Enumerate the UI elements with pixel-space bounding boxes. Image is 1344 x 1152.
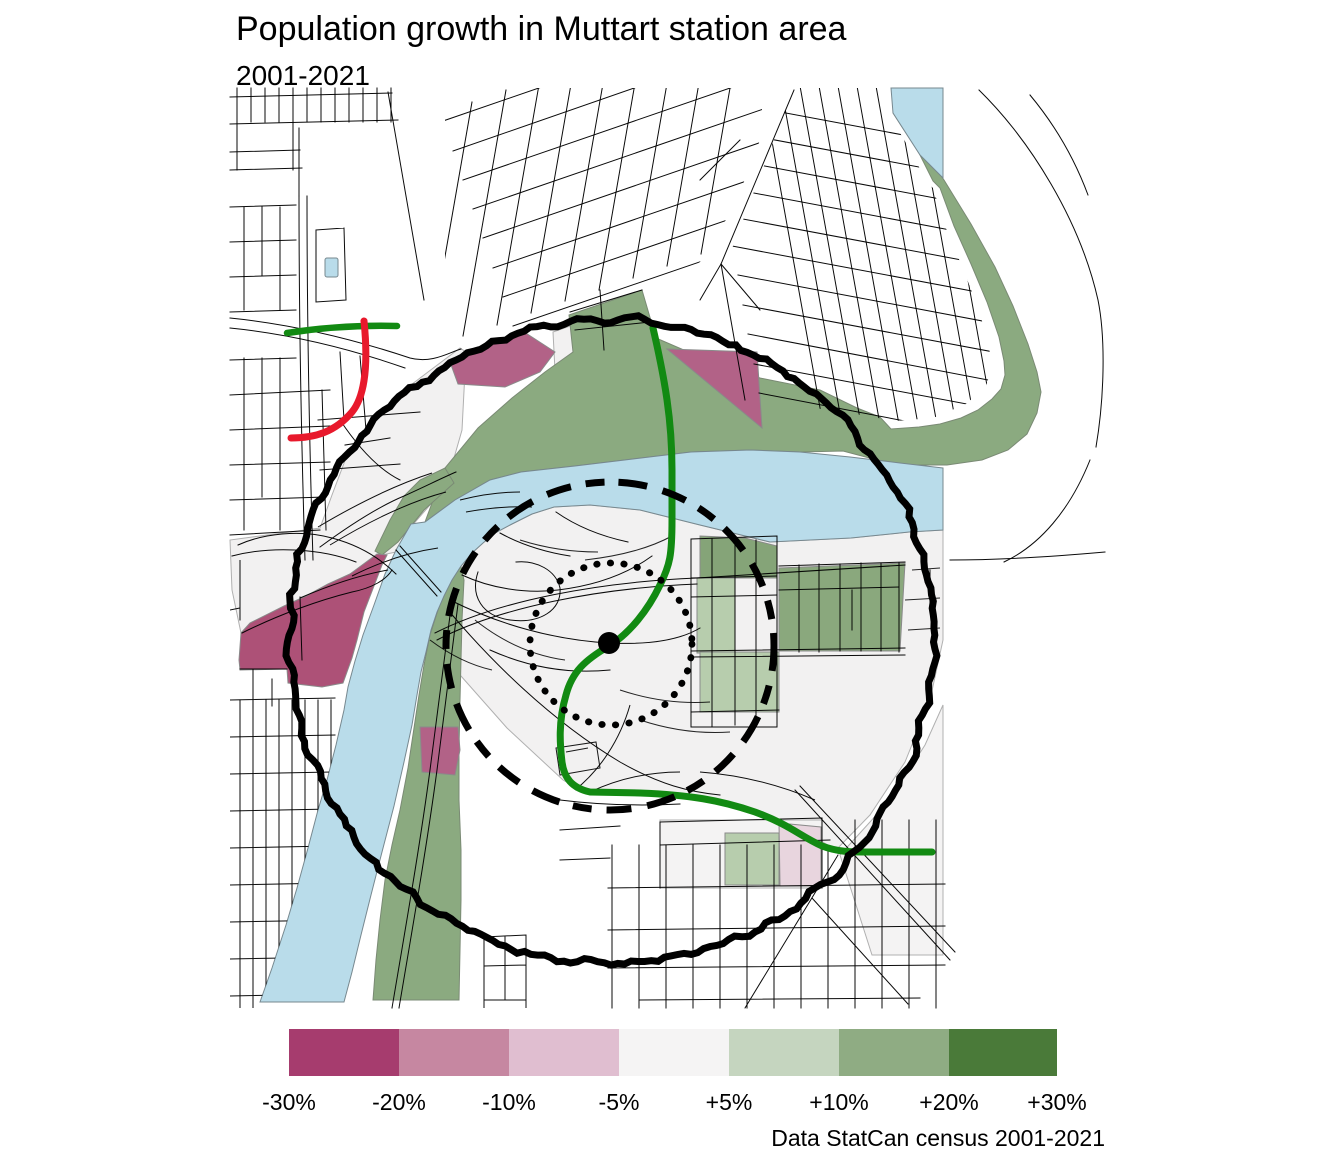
svg-text:-20%: -20% <box>372 1089 426 1115</box>
svg-text:+20%: +20% <box>919 1089 978 1115</box>
svg-text:-30%: -30% <box>262 1089 316 1115</box>
svg-text:+10%: +10% <box>809 1089 868 1115</box>
svg-text:-5%: -5% <box>599 1089 640 1115</box>
svg-text:Data StatCan census 2001-2021: Data StatCan census 2001-2021 <box>771 1125 1105 1151</box>
svg-text:Population growth in Muttart s: Population growth in Muttart station are… <box>236 10 847 48</box>
svg-text:2001-2021: 2001-2021 <box>236 60 370 91</box>
svg-text:-10%: -10% <box>482 1089 536 1115</box>
svg-text:+30%: +30% <box>1027 1089 1086 1115</box>
svg-text:+5%: +5% <box>706 1089 753 1115</box>
